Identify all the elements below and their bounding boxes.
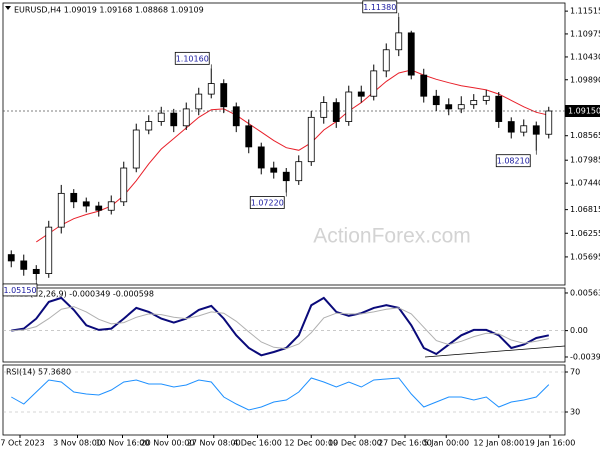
candle-body: [157, 112, 165, 122]
x-tick-label: 12 Jan 08:00: [473, 439, 524, 448]
candle-body: [357, 91, 365, 97]
candle-body: [332, 102, 340, 122]
y-tick-label: 0.00: [570, 326, 588, 335]
candle-body: [82, 201, 90, 207]
x-tick-label: 19 Dec 08:00: [328, 439, 382, 448]
candle-body: [420, 74, 428, 97]
main-panel: [2, 2, 566, 286]
x-tick-label: 27 Nov 08:00: [187, 439, 241, 448]
y-tick-label: 1.06815: [570, 205, 600, 214]
candle-body: [445, 104, 453, 110]
macd-title: MACD(12,26,9) -0.000349 -0.000598: [6, 290, 154, 299]
y-tick-label: 1.07985: [570, 156, 600, 165]
y-tick-label: 30: [570, 408, 580, 417]
chart-title: EURUSD,H4 1.09019 1.09168 1.08868 1.0910…: [14, 6, 204, 15]
y-tick-label: 0.005635: [570, 288, 600, 297]
candle-body: [45, 226, 53, 274]
candle-body: [245, 125, 253, 148]
candle-body: [170, 112, 178, 127]
candle-body: [257, 146, 265, 169]
candle-body: [107, 201, 115, 211]
annotation-box: [2, 283, 38, 297]
rsi-panel: [2, 364, 566, 436]
series-line: [11, 306, 549, 350]
x-tick-label: 3 Nov 08:00: [53, 439, 102, 448]
candle-body: [95, 205, 103, 211]
candle-body: [345, 91, 353, 122]
candle-body: [7, 254, 15, 262]
candle-body: [470, 100, 478, 106]
x-tick-label: 20 Nov 00:00: [141, 439, 195, 448]
candle-body: [407, 32, 415, 76]
candle-body: [432, 95, 440, 106]
x-tick-label: 27 Dec 16:00: [378, 439, 432, 448]
annotation-box: [362, 0, 398, 14]
candle-body: [507, 121, 515, 133]
rsi-title: RSI(14) 57.3680: [6, 368, 71, 377]
candle-body: [295, 161, 303, 182]
annotation-label: 1.05150: [3, 286, 36, 295]
candle-body: [57, 192, 65, 228]
x-tick-label: 4 Dec 16:00: [233, 439, 282, 448]
annotation-box: [174, 51, 210, 65]
series-line: [11, 377, 550, 411]
candle-body: [20, 260, 28, 270]
annotation-box: [495, 154, 531, 168]
candle-body: [545, 110, 553, 135]
candle-body: [395, 32, 403, 51]
candle-body: [70, 192, 78, 203]
candle-body: [195, 93, 203, 110]
candle-body: [532, 125, 540, 135]
candle-body: [457, 104, 465, 110]
y-tick-label: 1.10975: [570, 29, 600, 38]
y-tick-label: -0.003949: [570, 352, 600, 361]
y-tick-label: 1.10430: [570, 52, 600, 61]
x-tick-label: 19 Jan 16:00: [525, 439, 576, 448]
annotation-box: [249, 196, 285, 209]
x-tick-label: 27 Oct 2023: [0, 439, 45, 448]
x-tick-label: 5 Jan 00:00: [423, 439, 469, 448]
candle-body: [145, 121, 153, 131]
candle-body: [370, 70, 378, 97]
x-tick-label: 12 Dec 00:00: [284, 439, 338, 448]
candle-body: [270, 167, 278, 173]
macd-panel: [2, 287, 566, 363]
series-line: [36, 69, 549, 243]
candle-body: [382, 49, 390, 72]
candle-body: [207, 83, 215, 95]
watermark: ActionForex.com: [313, 225, 471, 248]
candle-body: [282, 171, 290, 182]
candle-body: [482, 95, 490, 101]
y-tick-label: 1.08565: [570, 131, 600, 140]
y-tick-label: 1.06255: [570, 229, 600, 238]
candle-body: [182, 108, 190, 127]
y-tick-label: 1.07440: [570, 179, 600, 188]
candle-body: [232, 106, 240, 127]
price-label-box: [565, 105, 600, 118]
annotation-label: 1.10160: [176, 54, 209, 63]
y-tick-label: 70: [570, 368, 580, 377]
price-label: 1.09150: [568, 107, 600, 116]
series-line: [11, 296, 550, 357]
candle-body: [520, 125, 528, 133]
annotation-label: 1.08210: [497, 157, 530, 166]
y-tick-label: 1.09890: [570, 75, 600, 84]
candle-body: [120, 167, 128, 203]
candle-body: [320, 102, 328, 118]
candle-body: [495, 95, 503, 122]
title-arrow: [5, 6, 11, 10]
candle-body: [220, 83, 228, 108]
candle-body: [307, 116, 315, 163]
candle-body: [32, 268, 40, 274]
annotation-label: 1.11380: [363, 3, 396, 12]
x-tick-label: 10 Nov 16:00: [96, 439, 150, 448]
y-tick-label: 1.05695: [570, 252, 600, 261]
trend-line: [424, 345, 566, 358]
candle-body: [132, 129, 140, 169]
annotation-label: 1.07220: [251, 199, 284, 208]
y-tick-label: 1.11515: [570, 7, 600, 16]
